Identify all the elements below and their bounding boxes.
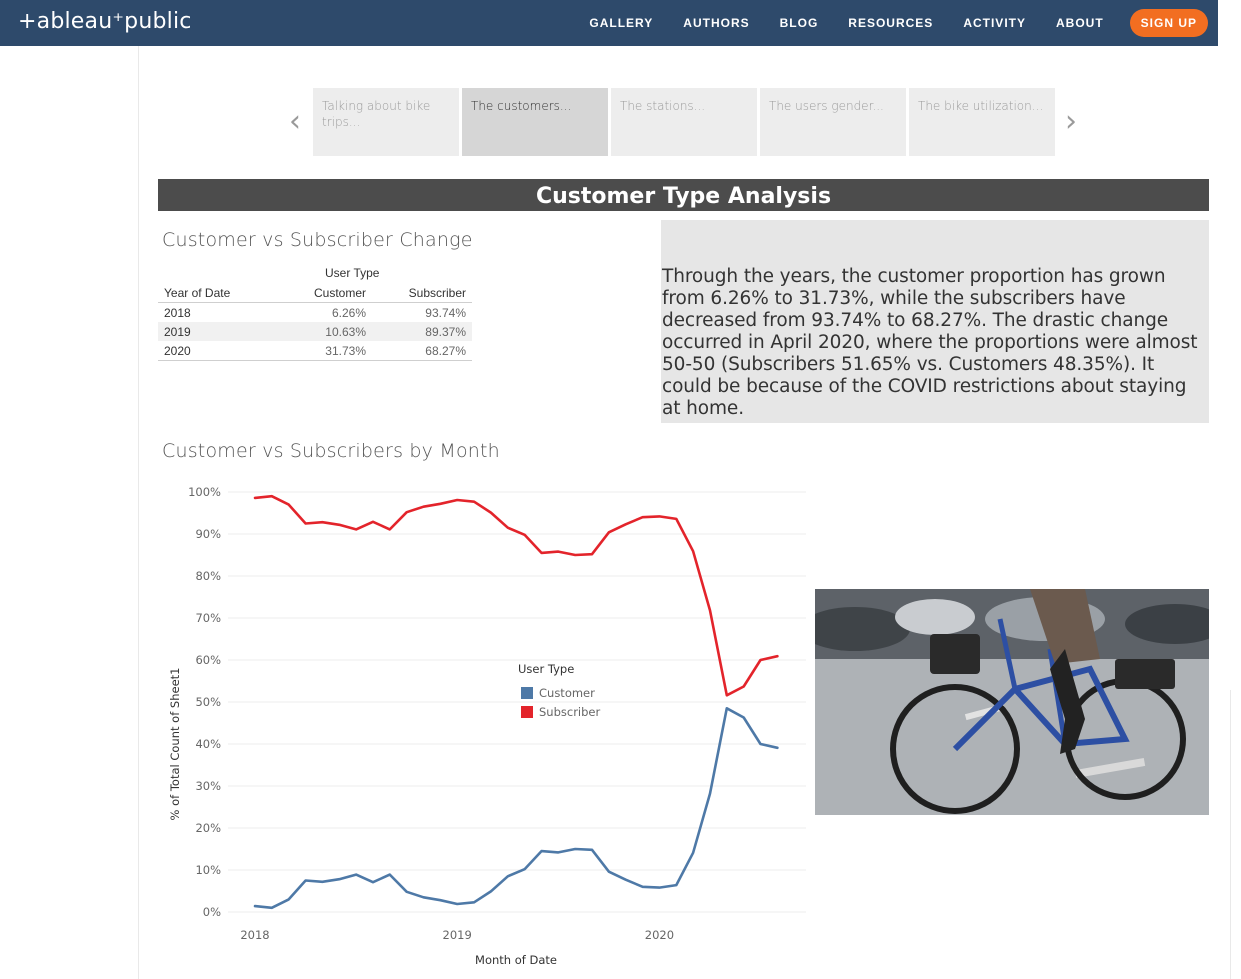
series-line-customer	[253, 707, 779, 910]
logo-public-text: public	[124, 9, 192, 34]
cell-year: 2020	[158, 341, 288, 361]
cyclist-illustration	[815, 589, 1209, 815]
cyclist-on-blue-bicycle-photo	[815, 589, 1209, 815]
story-point-stations[interactable]: The stations...	[611, 88, 757, 156]
nav-about[interactable]: ABOUT	[1055, 16, 1104, 30]
legend-swatch-customer	[521, 687, 533, 699]
y-axis-title: % of Total Count of Sheet1	[168, 668, 182, 821]
cell-subscriber: 93.74%	[425, 305, 466, 320]
nav-authors[interactable]: AUTHORS	[683, 16, 750, 30]
y-tick-label: 0%	[203, 905, 221, 919]
story-points: Talking about bike trips... The customer…	[313, 88, 1058, 156]
chart-title: Customer vs Subscribers by Month	[162, 440, 500, 462]
logo-tableau-text: +ableau	[18, 9, 113, 34]
main-nav: GALLERY AUTHORS BLOG RESOURCES ACTIVITY …	[589, 0, 1218, 46]
crosstab-col-subscriber: Subscriber	[372, 283, 472, 303]
content-left-border	[138, 46, 139, 979]
legend-title: User Type	[518, 662, 574, 676]
table-title: Customer vs Subscriber Change	[162, 229, 473, 251]
table-row[interactable]: 2018 6.26% 93.74%	[158, 303, 472, 323]
y-tick-label: 60%	[195, 653, 221, 667]
line-chart[interactable]: 0% 10% 20% 30% 40% 50% 60% 70% 80% 90% 100% 2018 201…	[158, 475, 818, 975]
crosstab-col-customer: Customer	[288, 283, 372, 303]
y-tick-label: 40%	[195, 737, 221, 751]
y-tick-label: 30%	[195, 779, 221, 793]
y-tick-label: 100%	[188, 485, 221, 499]
y-tick-label: 70%	[195, 611, 221, 625]
cell-year: 2018	[164, 305, 191, 320]
tableau-public-logo[interactable]: +ableau⁺public	[18, 9, 192, 34]
story-point-bike-trips[interactable]: Talking about bike trips...	[313, 88, 459, 156]
y-tick-label: 50%	[195, 695, 221, 709]
x-axis-title: Month of Date	[475, 953, 557, 967]
y-tick-label: 20%	[195, 821, 221, 835]
story-point-bike-utilization[interactable]: The bike utilization...	[909, 88, 1055, 156]
x-tick-label: 2020	[645, 928, 674, 942]
table-row[interactable]: 2020 31.73% 68.27%	[158, 341, 472, 361]
crosstab-row-header: Year of Date	[158, 283, 288, 303]
nav-activity[interactable]: ACTIVITY	[963, 16, 1026, 30]
story-point-customers[interactable]: The customers...	[462, 88, 608, 156]
x-tick-label: 2019	[443, 928, 472, 942]
content-right-border	[1230, 690, 1231, 979]
cell-subscriber: 89.37%	[372, 322, 472, 341]
cell-customer: 6.26%	[331, 305, 366, 320]
logo-sparkle-icon: ⁺	[112, 9, 125, 34]
sign-up-button[interactable]: SIGN UP	[1129, 9, 1208, 37]
y-tick-label: 10%	[195, 863, 221, 877]
story-next-button[interactable]: ›	[1061, 107, 1081, 138]
story-point-gender[interactable]: The users gender...	[760, 88, 906, 156]
chevron-right-icon: ›	[1065, 104, 1077, 139]
legend-swatch-subscriber	[521, 706, 533, 718]
cell-customer: 10.63%	[288, 322, 372, 341]
crosstab-group-header: User Type	[325, 266, 380, 280]
nav-blog[interactable]: BLOG	[779, 16, 819, 30]
nav-resources[interactable]: RESOURCES	[848, 16, 934, 30]
chevron-left-icon: ‹	[289, 104, 301, 139]
cell-year: 2019	[158, 322, 288, 341]
nav-gallery[interactable]: GALLERY	[589, 16, 654, 30]
y-tick-label: 90%	[195, 527, 221, 541]
table-row[interactable]: 2019 10.63% 89.37%	[158, 322, 472, 341]
y-tick-label: 80%	[195, 569, 221, 583]
cell-subscriber: 68.27%	[372, 341, 472, 361]
legend-label-customer: Customer	[539, 686, 595, 700]
cell-customer: 31.73%	[288, 341, 372, 361]
crosstab-table: Year of Date Customer Subscriber 2018 6.…	[158, 283, 472, 361]
series-line-subscriber	[253, 494, 779, 697]
legend-label-subscriber: Subscriber	[539, 705, 601, 719]
analysis-text-box: Through the years, the customer proporti…	[661, 220, 1209, 423]
top-nav-bar: +ableau⁺public GALLERY AUTHORS BLOG RESO…	[0, 0, 1218, 46]
story-prev-button[interactable]: ‹	[285, 107, 305, 138]
x-tick-label: 2018	[240, 928, 269, 942]
dashboard-title-banner: Customer Type Analysis	[158, 179, 1209, 211]
